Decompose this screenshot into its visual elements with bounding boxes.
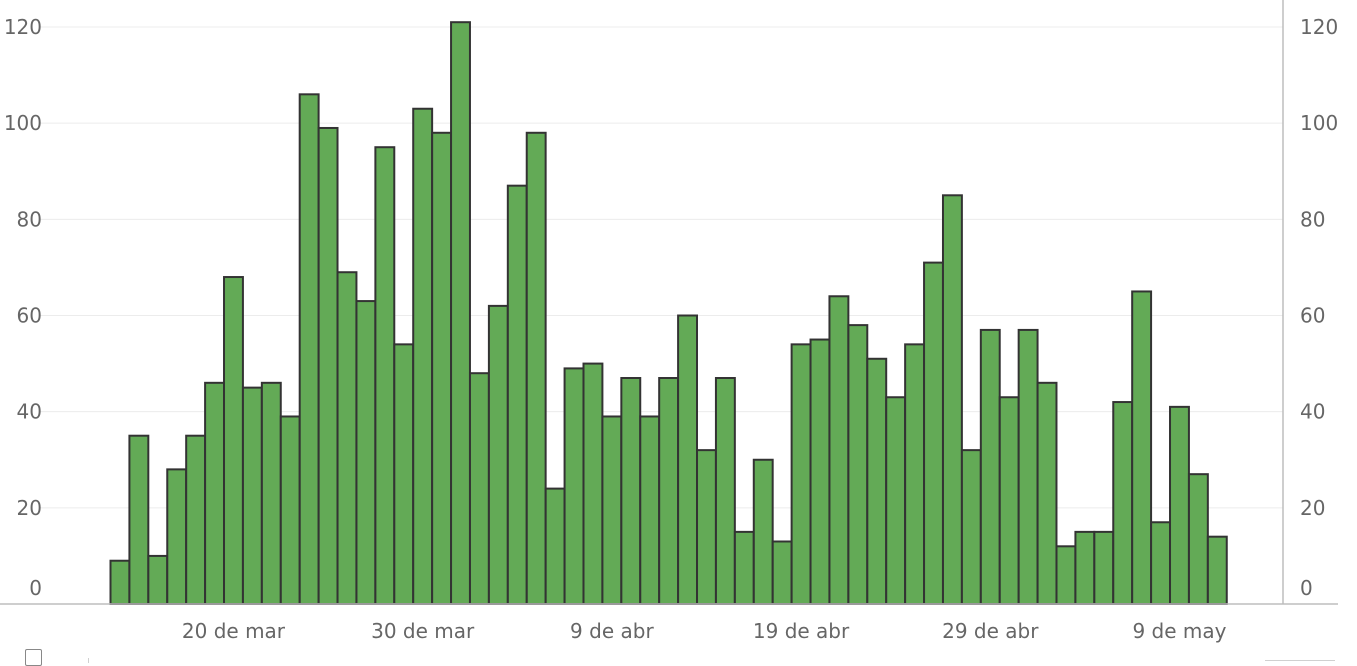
y-tick-label-left: 80 [17,207,42,231]
bars [109,21,1228,606]
bar[interactable] [1112,401,1134,605]
bar[interactable] [147,554,169,606]
bar[interactable] [298,93,320,605]
bar[interactable] [241,386,263,605]
y-tick-label-right: 0 [1300,576,1313,600]
y-tick-label-right: 40 [1300,400,1325,424]
checkbox-icon[interactable] [25,649,42,666]
bar[interactable] [544,487,566,606]
divider [88,658,89,663]
bar[interactable] [847,324,869,605]
x-tick-label: 9 de abr [570,619,654,643]
y-tick-label-right: 100 [1300,111,1338,135]
bar[interactable] [468,372,490,606]
bar[interactable] [941,194,963,606]
bar[interactable] [658,377,680,605]
bar[interactable] [185,434,207,606]
bar[interactable] [1055,545,1077,605]
bar[interactable] [166,468,188,605]
x-tick-label: 9 de may [1132,619,1226,643]
bar[interactable] [828,295,850,605]
bar[interactable] [1187,473,1209,605]
bar[interactable] [204,381,226,606]
y-tick-label-right: 60 [1300,304,1325,328]
x-tick-label: 29 de abr [942,619,1039,643]
y-tick-label-left: 20 [17,496,42,520]
bar[interactable] [393,343,415,605]
bar[interactable] [885,396,907,605]
bar[interactable] [109,559,131,605]
bar[interactable] [563,367,585,605]
bar[interactable] [260,381,282,606]
bar[interactable] [487,304,509,605]
bar[interactable] [752,458,774,605]
bar[interactable] [336,271,358,605]
bar[interactable] [223,276,244,605]
bar[interactable] [128,434,150,606]
bar[interactable] [525,131,547,606]
x-tick-label: 20 de mar [182,619,286,643]
x-tick-label: 30 de mar [371,619,475,643]
bar[interactable] [1206,535,1228,606]
bar[interactable] [374,146,396,605]
y-tick-label-right: 120 [1300,15,1338,39]
bar[interactable] [1169,405,1190,605]
y-tick-label-right: 20 [1300,496,1325,520]
bar[interactable] [998,396,1020,605]
bar[interactable] [1150,521,1171,606]
bar[interactable] [431,131,453,606]
bar[interactable] [1093,530,1115,605]
x-tick-labels: 20 de mar 30 de mar 9 de abr 19 de abr 29 de… [182,619,1227,643]
bar[interactable] [279,415,301,605]
bar[interactable] [714,377,736,605]
bar[interactable] [1036,381,1058,606]
bar[interactable] [979,328,1001,605]
bar[interactable] [904,343,926,605]
y-tick-label-right: 80 [1300,207,1325,231]
bar[interactable] [412,107,434,605]
y-tick-label-left: 40 [17,400,42,424]
bar[interactable] [639,415,661,605]
bar[interactable] [866,357,888,605]
bar[interactable] [1131,290,1153,605]
y-tick-label-left: 100 [4,111,42,135]
bar[interactable] [677,314,698,605]
x-tick-label: 19 de abr [753,619,850,643]
divider [1265,660,1335,661]
bar[interactable] [809,338,831,605]
bar[interactable] [1017,328,1039,605]
bar[interactable] [601,415,623,605]
y-tick-label-left: 60 [17,304,42,328]
bar[interactable] [317,126,339,605]
bar[interactable] [450,21,471,606]
bar[interactable] [771,540,793,605]
bar[interactable] [923,261,944,605]
bar[interactable] [506,184,528,606]
bar[interactable] [696,449,717,605]
bar[interactable] [960,449,982,605]
bar[interactable] [355,300,377,605]
right-y-tick-labels: 0 20 40 60 80 100 120 [1300,15,1338,600]
bar[interactable] [620,377,642,605]
y-tick-label-left: 120 [4,15,42,39]
bar[interactable] [733,530,755,605]
bar[interactable] [1074,530,1096,605]
y-tick-label-left: 0 [29,576,42,600]
bar[interactable] [582,362,604,606]
left-y-tick-labels: 0 20 40 60 80 100 120 [4,15,42,600]
bar[interactable] [790,343,812,605]
